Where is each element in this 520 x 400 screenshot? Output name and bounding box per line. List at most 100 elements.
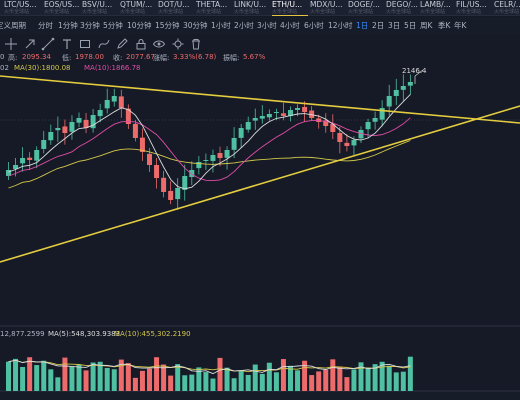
change-value: 3.33%(6.78) <box>173 53 217 61</box>
candle-body <box>393 90 399 96</box>
candle-body <box>386 96 392 107</box>
timeframe-button[interactable]: 3小时 <box>257 21 277 30</box>
timeframe-button[interactable]: 2小时 <box>234 21 254 30</box>
timeframe-button[interactable]: 1分钟 <box>58 21 78 30</box>
high-price-label: 2146.4 <box>402 67 427 75</box>
settings-icon[interactable] <box>171 37 185 51</box>
volume-bar <box>104 367 110 391</box>
candle-body <box>379 108 385 120</box>
crosshair-icon[interactable] <box>4 37 18 51</box>
arrow-up-right-icon[interactable] <box>23 37 37 51</box>
change-label: 涨幅: <box>153 54 170 62</box>
volume-bar <box>407 356 413 391</box>
timeframe-button[interactable]: 5日 <box>404 21 417 30</box>
timeframe-button[interactable]: 2日 <box>372 21 385 30</box>
symbol-tab-name: LAMB/... <box>420 0 451 9</box>
candle-body <box>203 160 209 161</box>
timeframe-button[interactable]: 分时 <box>38 21 53 30</box>
symbol-tab-name: EOS/US... <box>44 0 80 9</box>
symbol-tab-exchange: 火币全球站 <box>158 9 184 15</box>
candle-body <box>337 132 343 142</box>
symbol-tab-name: THETA... <box>196 0 228 9</box>
volume-bar <box>203 372 209 391</box>
curve-icon[interactable] <box>97 37 111 51</box>
volume-bar <box>189 374 195 391</box>
symbol-tab-exchange: 火币全球站 <box>82 9 108 15</box>
symbol-tab-exchange: 火币全球站 <box>456 9 482 15</box>
volume-bar <box>295 370 301 391</box>
volume-bar <box>111 369 117 391</box>
volume-bar <box>217 357 223 391</box>
timeframe-button[interactable]: 周K <box>420 21 433 30</box>
volume-bar <box>224 367 230 391</box>
symbol-tab-exchange: 火币全球站 <box>494 9 520 15</box>
symbol-tab[interactable]: EOS/US... 火币全球站 <box>44 0 80 16</box>
trash-icon[interactable] <box>189 37 203 51</box>
timeframe-button[interactable]: 5分钟 <box>103 21 123 30</box>
timeframe-button[interactable]: 季K <box>438 21 451 30</box>
custom-period-button[interactable]: 定义周期 <box>0 21 26 30</box>
ohlc-info-bar: 0 高: 2095.34 低: 1978.00 收: 2077.67 涨幅: 3… <box>0 53 520 64</box>
volume-bar <box>288 365 293 391</box>
volume-bar <box>344 377 350 391</box>
timeframe-button[interactable]: 30分钟 <box>183 21 208 30</box>
symbol-tab[interactable]: QTUM/... 火币全球站 <box>120 0 156 16</box>
symbol-tab[interactable]: MDX/U... 火币全球站 <box>310 0 346 16</box>
symbol-tab[interactable]: FIL/US... 火币全球站 <box>456 0 492 16</box>
candle-body <box>210 155 216 161</box>
candle-body <box>259 116 265 119</box>
volume-bar <box>161 364 167 391</box>
timeframe-button[interactable]: 15分钟 <box>155 21 180 30</box>
symbol-tab[interactable]: BSV/U... 火币全球站 <box>82 0 118 16</box>
eye-icon[interactable] <box>152 37 166 51</box>
lock-icon[interactable] <box>134 37 148 51</box>
low-value: 1978.00 <box>75 53 104 61</box>
text-icon[interactable] <box>60 37 74 51</box>
timeframe-button[interactable]: 4小时 <box>280 21 300 30</box>
volume-bar <box>118 359 124 391</box>
candle-body <box>224 150 230 158</box>
symbol-tab[interactable]: LTC/US... 火币全球站 <box>4 0 40 16</box>
ma10-line <box>8 117 411 182</box>
timeframe-button[interactable]: 3日 <box>388 21 401 30</box>
candle-body <box>154 164 160 178</box>
timeframe-button[interactable]: 年K <box>454 21 467 30</box>
symbol-tab-exchange: 火币全球站 <box>4 9 30 15</box>
timeframe-button[interactable]: 3分钟 <box>80 21 100 30</box>
symbol-tab[interactable]: LINK/U... 火币全球站 <box>234 0 270 16</box>
open-partial-value: 0 <box>0 53 5 61</box>
timeframe-button[interactable]: 1日 <box>356 21 369 30</box>
volume-bar <box>132 377 138 391</box>
symbol-tab[interactable]: LAMB/... 火币全球站 <box>420 0 456 16</box>
timeframe-button[interactable]: 12小时 <box>328 21 353 30</box>
symbol-tab[interactable]: CELR/...火币全球站 <box>494 0 520 16</box>
symbol-tab[interactable]: THETA... 火币全球站 <box>196 0 232 16</box>
symbol-tab-exchange: 火币全球站 <box>196 9 222 15</box>
candle-body <box>175 188 181 200</box>
candle-body <box>41 140 47 149</box>
symbol-tab[interactable]: DEGO/... 火币全球站 <box>386 0 422 16</box>
timeframe-button[interactable]: 1小时 <box>211 21 231 30</box>
volume-bar <box>273 372 279 391</box>
timeframe-button[interactable]: 6小时 <box>304 21 324 30</box>
symbol-tab-exchange: 火币全球站 <box>310 9 336 15</box>
candle-body <box>90 115 96 129</box>
symbol-tab[interactable]: DOT/U... 火币全球站 <box>158 0 194 16</box>
trend-line-icon[interactable] <box>41 37 55 51</box>
rectangle-icon[interactable] <box>78 37 92 51</box>
volume-bar <box>55 377 61 391</box>
pencil-icon[interactable] <box>115 37 129 51</box>
symbol-tab[interactable]: ETH/U... 火币全球站 <box>272 0 308 16</box>
timeframe-button[interactable]: 10分钟 <box>127 21 152 30</box>
symbol-tab[interactable]: DOGE/... 火币全球站 <box>348 0 384 16</box>
candle-body <box>217 153 223 158</box>
volume-bar <box>34 365 40 391</box>
candle-body <box>76 118 82 123</box>
candle-body <box>330 124 336 132</box>
volume-bar <box>168 375 174 391</box>
symbol-tab-exchange: 火币全球站 <box>120 9 146 15</box>
candle-body <box>372 118 378 122</box>
candle-body <box>147 153 152 165</box>
volume-bar <box>125 363 131 391</box>
